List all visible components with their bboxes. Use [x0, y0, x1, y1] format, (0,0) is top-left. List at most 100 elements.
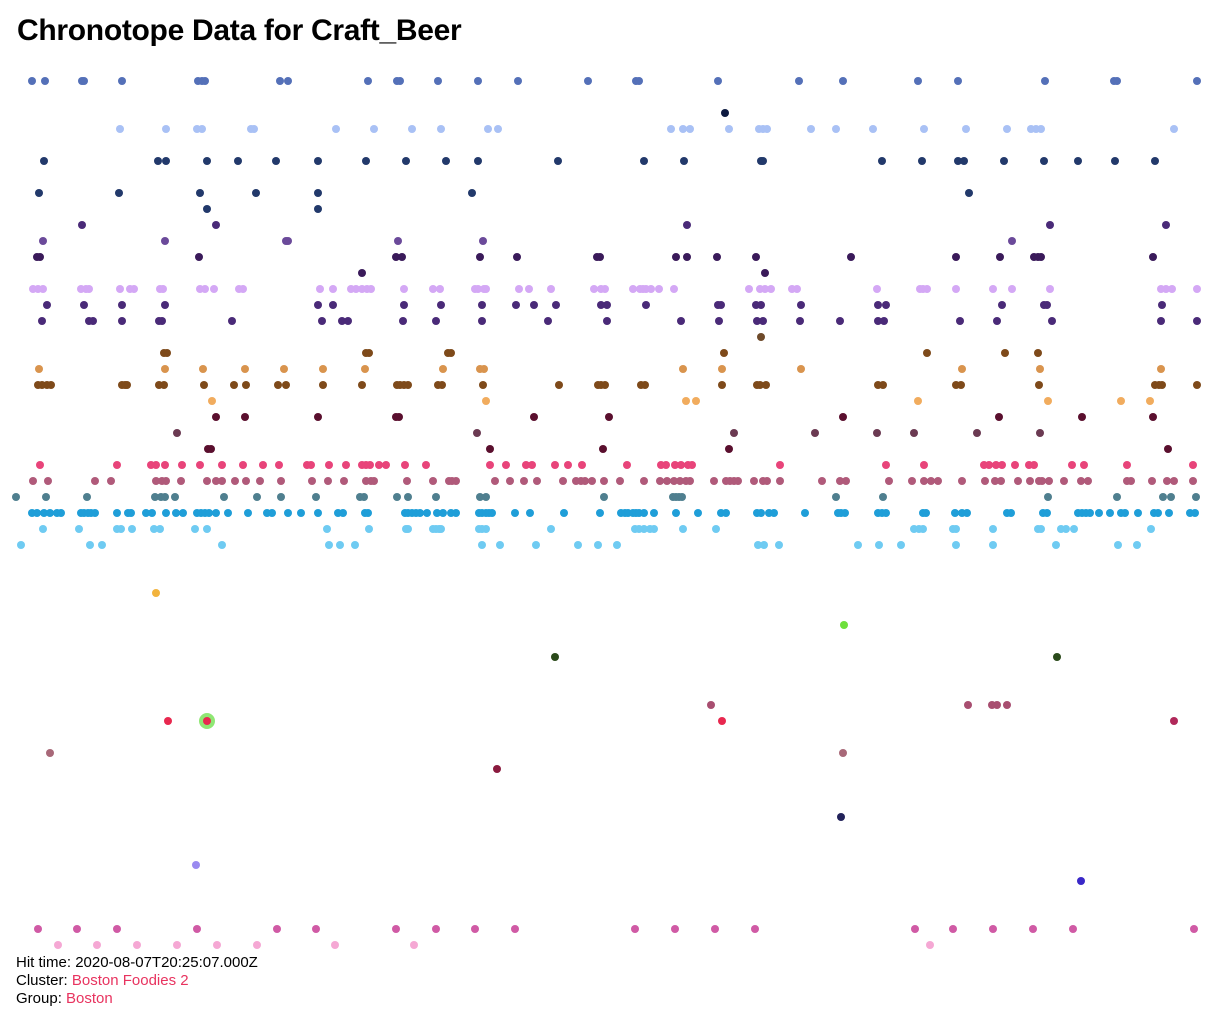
data-point[interactable]: [1191, 509, 1199, 517]
data-point[interactable]: [642, 301, 650, 309]
data-point[interactable]: [331, 941, 339, 949]
data-point[interactable]: [98, 541, 106, 549]
data-point[interactable]: [91, 477, 99, 485]
data-point[interactable]: [151, 493, 159, 501]
data-point[interactable]: [1158, 381, 1166, 389]
data-point[interactable]: [242, 381, 250, 389]
data-point[interactable]: [212, 221, 220, 229]
data-point[interactable]: [721, 109, 729, 117]
data-point[interactable]: [776, 477, 784, 485]
data-point[interactable]: [880, 317, 888, 325]
data-point[interactable]: [993, 701, 1001, 709]
data-point[interactable]: [40, 157, 48, 165]
data-point[interactable]: [259, 461, 267, 469]
data-point[interactable]: [201, 285, 209, 293]
data-point[interactable]: [370, 477, 378, 485]
data-point[interactable]: [879, 381, 887, 389]
data-point[interactable]: [36, 461, 44, 469]
data-point[interactable]: [522, 461, 530, 469]
data-point[interactable]: [364, 77, 372, 85]
data-point[interactable]: [683, 253, 691, 261]
data-point[interactable]: [46, 749, 54, 757]
data-point[interactable]: [757, 301, 765, 309]
data-point[interactable]: [203, 477, 211, 485]
data-point[interactable]: [594, 541, 602, 549]
data-point[interactable]: [759, 157, 767, 165]
data-point[interactable]: [926, 941, 934, 949]
data-point[interactable]: [316, 285, 324, 293]
data-point[interactable]: [603, 301, 611, 309]
data-point[interactable]: [751, 925, 759, 933]
data-point[interactable]: [513, 253, 521, 261]
data-point[interactable]: [400, 285, 408, 293]
data-point[interactable]: [284, 509, 292, 517]
data-point[interactable]: [360, 493, 368, 501]
data-point[interactable]: [588, 477, 596, 485]
data-point[interactable]: [404, 381, 412, 389]
data-point[interactable]: [677, 317, 685, 325]
data-point[interactable]: [436, 285, 444, 293]
data-point[interactable]: [198, 125, 206, 133]
data-point[interactable]: [394, 237, 402, 245]
data-point[interactable]: [494, 125, 502, 133]
data-point[interactable]: [1069, 925, 1077, 933]
data-point[interactable]: [382, 461, 390, 469]
data-point[interactable]: [471, 925, 479, 933]
data-point[interactable]: [207, 445, 215, 453]
data-point[interactable]: [958, 477, 966, 485]
data-point[interactable]: [530, 301, 538, 309]
data-point[interactable]: [474, 285, 482, 293]
data-point[interactable]: [918, 157, 926, 165]
data-point[interactable]: [242, 477, 250, 485]
data-point[interactable]: [244, 509, 252, 517]
data-point[interactable]: [993, 317, 1001, 325]
data-point[interactable]: [228, 317, 236, 325]
data-point[interactable]: [39, 237, 47, 245]
data-point[interactable]: [339, 509, 347, 517]
data-point[interactable]: [837, 813, 845, 821]
data-point[interactable]: [150, 525, 158, 533]
data-point[interactable]: [161, 237, 169, 245]
data-point[interactable]: [879, 493, 887, 501]
data-point[interactable]: [1148, 477, 1156, 485]
data-point[interactable]: [650, 509, 658, 517]
data-point[interactable]: [159, 285, 167, 293]
data-point[interactable]: [164, 717, 172, 725]
data-point[interactable]: [1190, 925, 1198, 933]
data-point[interactable]: [218, 477, 226, 485]
data-point[interactable]: [393, 493, 401, 501]
data-point[interactable]: [113, 461, 121, 469]
data-point[interactable]: [919, 525, 927, 533]
data-point[interactable]: [365, 349, 373, 357]
data-point[interactable]: [1117, 397, 1125, 405]
data-point[interactable]: [364, 509, 372, 517]
data-point[interactable]: [910, 429, 918, 437]
data-point[interactable]: [841, 509, 849, 517]
data-point[interactable]: [1060, 477, 1068, 485]
data-point[interactable]: [1029, 925, 1037, 933]
data-point[interactable]: [667, 125, 675, 133]
data-point[interactable]: [429, 285, 437, 293]
chronotope-scatter-chart[interactable]: [0, 60, 1223, 952]
data-point[interactable]: [717, 301, 725, 309]
data-point[interactable]: [756, 381, 764, 389]
data-point[interactable]: [713, 253, 721, 261]
data-point[interactable]: [314, 301, 322, 309]
data-point[interactable]: [914, 397, 922, 405]
data-point[interactable]: [560, 509, 568, 517]
data-point[interactable]: [239, 285, 247, 293]
data-point[interactable]: [344, 317, 352, 325]
data-point[interactable]: [93, 941, 101, 949]
data-point[interactable]: [547, 525, 555, 533]
data-point[interactable]: [35, 189, 43, 197]
data-point[interactable]: [506, 477, 514, 485]
data-point[interactable]: [533, 477, 541, 485]
data-point[interactable]: [795, 77, 803, 85]
data-point[interactable]: [1052, 541, 1060, 549]
data-point[interactable]: [923, 349, 931, 357]
data-point[interactable]: [530, 413, 538, 421]
data-point[interactable]: [241, 365, 249, 373]
data-point[interactable]: [161, 365, 169, 373]
data-point[interactable]: [720, 349, 728, 357]
data-point[interactable]: [329, 285, 337, 293]
